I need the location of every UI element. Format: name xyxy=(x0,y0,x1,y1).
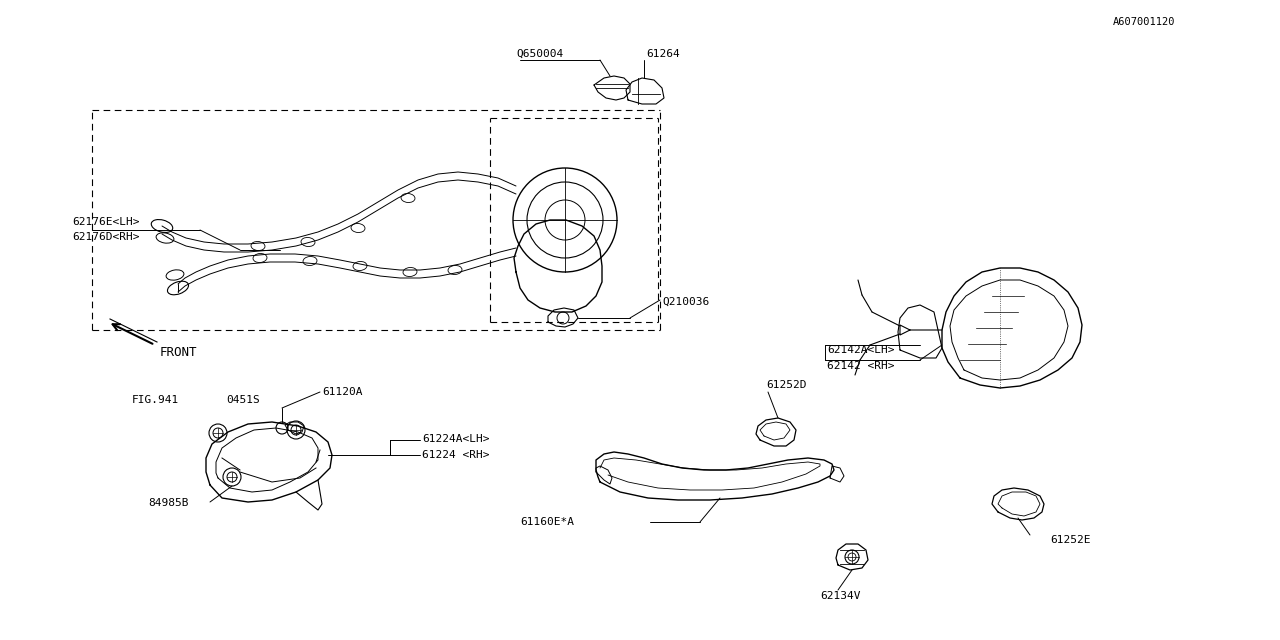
Text: Q210036: Q210036 xyxy=(662,297,709,307)
Text: 61120A: 61120A xyxy=(323,387,362,397)
Text: FRONT: FRONT xyxy=(160,346,197,358)
Text: Q650004: Q650004 xyxy=(516,49,563,59)
Text: 62176D<RH>: 62176D<RH> xyxy=(72,232,140,242)
Text: FIG.941: FIG.941 xyxy=(132,395,179,405)
Text: A607001120: A607001120 xyxy=(1112,17,1175,27)
Text: 62134V: 62134V xyxy=(820,591,860,601)
Text: 62142 <RH>: 62142 <RH> xyxy=(827,361,895,371)
Text: 0451S: 0451S xyxy=(227,395,260,405)
Text: 61224 <RH>: 61224 <RH> xyxy=(422,450,489,460)
Text: 61224A<LH>: 61224A<LH> xyxy=(422,434,489,444)
Text: 61252D: 61252D xyxy=(765,380,806,390)
Text: 61264: 61264 xyxy=(646,49,680,59)
Text: 61252E: 61252E xyxy=(1050,535,1091,545)
Text: 61160E*A: 61160E*A xyxy=(520,517,573,527)
Text: 84985B: 84985B xyxy=(148,498,188,508)
Text: 62142A<LH>: 62142A<LH> xyxy=(827,345,895,355)
Text: 62176E<LH>: 62176E<LH> xyxy=(72,217,140,227)
